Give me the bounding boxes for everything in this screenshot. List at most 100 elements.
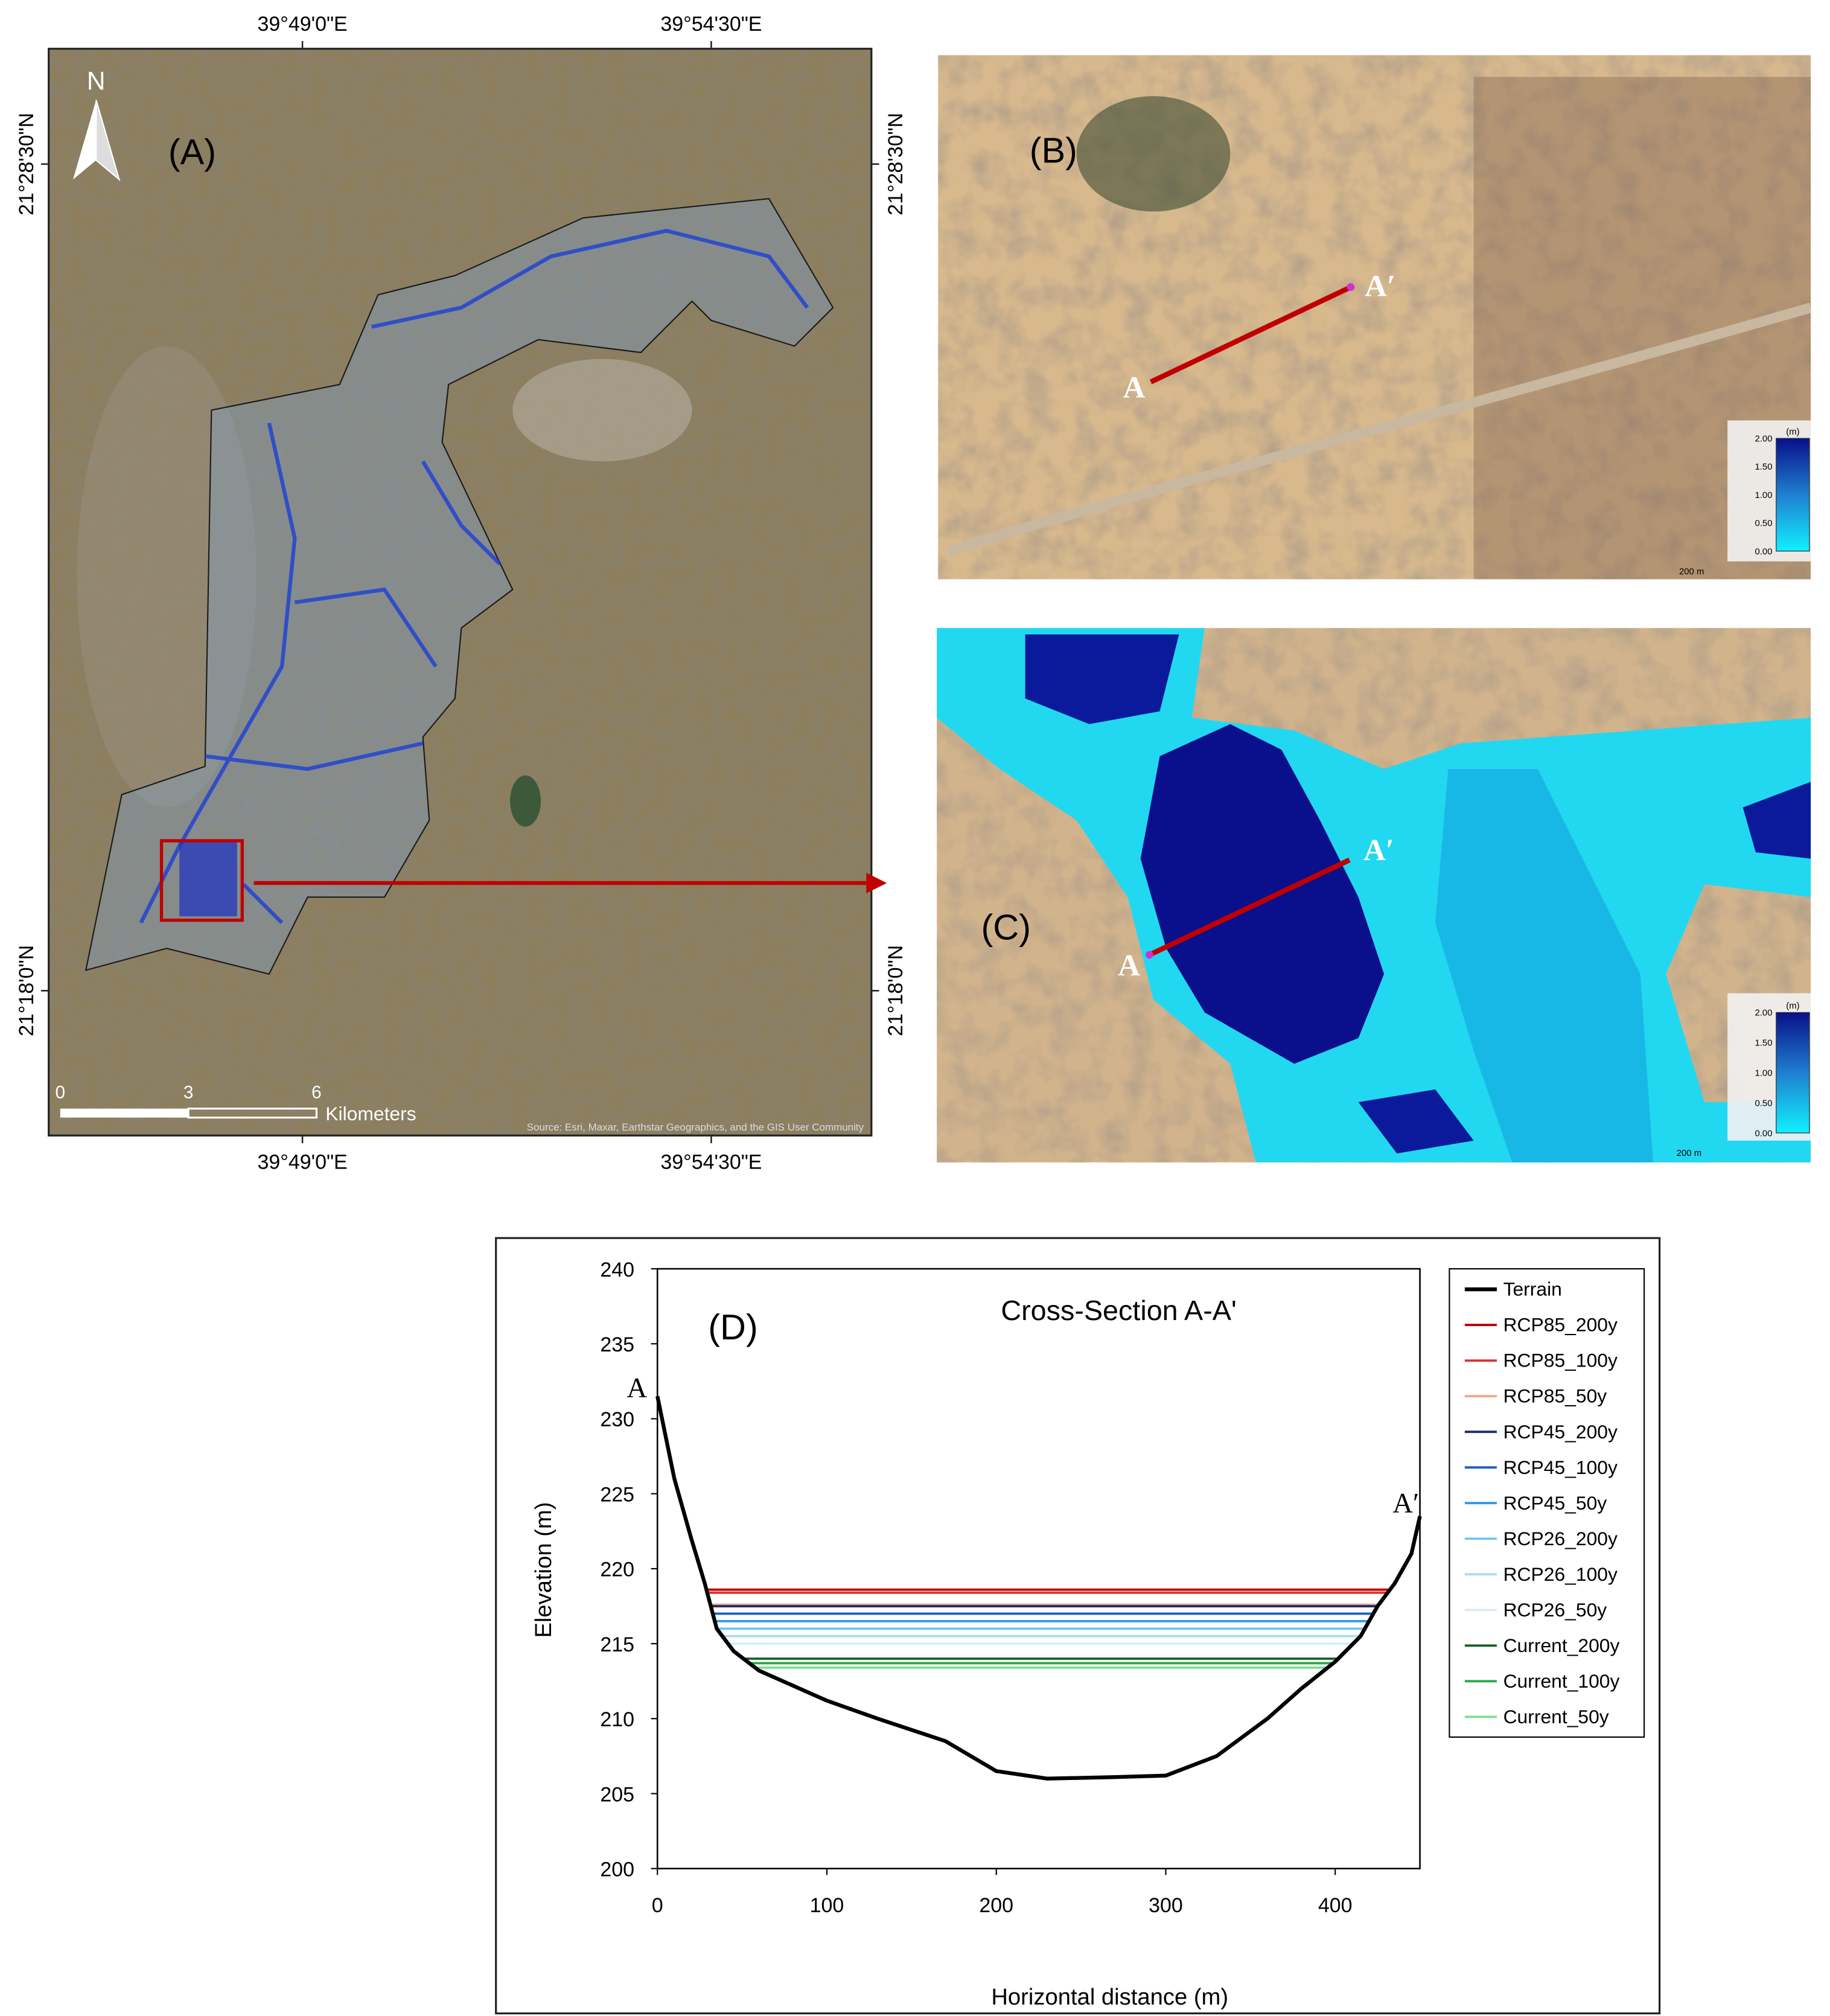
map-frame (48, 48, 873, 1137)
scale-label: 200 m (1679, 567, 1704, 576)
legend-label: Current_100y (1503, 1670, 1620, 1692)
panel-label: (C) (981, 907, 1031, 947)
point-label: A′ (1363, 834, 1394, 867)
scale-bar (187, 1108, 318, 1119)
legend-tick: 0.50 (1755, 1099, 1773, 1108)
north-arrow (95, 100, 121, 182)
x-axis-label: Horizontal distance (m) (991, 1984, 1228, 2010)
section-end (1146, 951, 1153, 959)
legend-tick: 1.00 (1755, 491, 1773, 500)
depth-colorbar (1776, 1012, 1810, 1134)
legend-tick: 2.00 (1755, 1009, 1773, 1018)
series-line (655, 1396, 1422, 1781)
panel-b: (B) A A′ (m) 2.00 1.50 1.00 0.50 0.00 200 m (938, 55, 1811, 579)
legend-unit: (m) (1786, 427, 1799, 437)
scale-tick: 3 (183, 1083, 194, 1103)
scale-tick: 0 (56, 1083, 66, 1103)
latitude-label: 21°28'30"N (884, 113, 907, 215)
latitude-label: 21°18'0"N (884, 945, 907, 1036)
flood-deep (1140, 724, 1385, 1064)
graticule-ticks (40, 41, 879, 1144)
section-line (1149, 284, 1352, 384)
legend-label: Current_200y (1503, 1635, 1620, 1656)
annotation: A′ (1392, 1487, 1419, 1519)
x-tick-label: 300 (1149, 1894, 1183, 1917)
legend-label: RCP45_100y (1503, 1456, 1618, 1478)
longitude-label: 39°54'30"E (660, 1150, 762, 1173)
scale-label: 200 m (1677, 1149, 1701, 1158)
legend-tick: 0.00 (1755, 1129, 1773, 1138)
flood-pond (179, 839, 237, 917)
panel-c: (C) A A′ (m) 2.00 1.50 1.00 0.50 0.00 200 m (937, 628, 1811, 1163)
x-tick-label: 0 (652, 1894, 663, 1917)
latitude-label: 21°28'30"N (15, 113, 38, 215)
north-arrow (73, 100, 97, 180)
flood-deep (1358, 1089, 1474, 1153)
x-tick-label: 400 (1318, 1894, 1353, 1917)
longitude-label: 39°54'30"E (660, 13, 762, 36)
y-tick-label: 235 (600, 1333, 634, 1356)
y-tick-label: 200 (600, 1858, 634, 1881)
legend-label: Terrain (1503, 1278, 1562, 1300)
y-tick-label: 215 (600, 1633, 634, 1656)
scale-unit: Kilometers (325, 1103, 416, 1124)
scale-tick: 6 (311, 1083, 322, 1103)
legend-unit: (m) (1786, 1001, 1799, 1011)
legend-label: RCP45_50y (1503, 1492, 1607, 1514)
flood-deep (1025, 634, 1179, 724)
urban-area (77, 346, 257, 808)
depth-colorbar (1776, 438, 1810, 552)
point-label: A′ (1365, 270, 1395, 304)
scale-bar (60, 1108, 189, 1118)
y-tick-label: 210 (600, 1708, 634, 1731)
y-tick-label: 220 (600, 1558, 634, 1581)
chart-title: Cross-Section A-A' (1001, 1295, 1236, 1326)
x-tick-label: 100 (810, 1894, 844, 1917)
legend-tick: 1.50 (1755, 1039, 1773, 1048)
zoom-arrow-head (866, 872, 887, 893)
legend-label: Current_50y (1503, 1706, 1609, 1727)
attribution: Source: Esri, Maxar, Earthstar Geographi… (527, 1121, 864, 1133)
y-tick-label: 240 (600, 1258, 634, 1281)
legend-label: RCP26_100y (1503, 1563, 1618, 1585)
legend-tick: 0.00 (1755, 547, 1773, 557)
lake (510, 775, 541, 827)
longitude-label: 39°49'0"E (257, 1150, 347, 1173)
section-end (1347, 283, 1355, 292)
legend-tick: 0.50 (1755, 519, 1773, 529)
legend-label: RCP26_200y (1503, 1528, 1618, 1549)
y-tick-label: 205 (600, 1783, 634, 1806)
y-tick-label: 230 (600, 1408, 634, 1431)
legend-tick: 2.00 (1755, 435, 1773, 444)
latitude-label: 21°18'0"N (15, 945, 38, 1036)
y-axis-label: Elevation (m) (531, 1502, 556, 1638)
legend-tick: 1.50 (1755, 462, 1773, 472)
legend-label: RCP85_200y (1503, 1314, 1618, 1336)
legend-label: RCP45_200y (1503, 1421, 1618, 1443)
longitude-label: 39°49'0"E (257, 13, 347, 36)
panel-a: N (A) 0 3 6 Kilometers Source: Esri, Max… (15, 13, 907, 1173)
x-tick-label: 200 (979, 1894, 1013, 1917)
legend-tick: 1.00 (1755, 1069, 1773, 1079)
y-tick-label: 225 (600, 1483, 634, 1506)
legend-label: RCP85_100y (1503, 1350, 1618, 1371)
north-label: N (87, 67, 106, 95)
point-label: A (1123, 371, 1146, 404)
watershed-flood-extent (84, 198, 834, 975)
vegetation (1076, 96, 1231, 212)
flood-channel (1435, 769, 1653, 1163)
annotation: A (626, 1372, 647, 1403)
urban-area (512, 359, 692, 462)
panel-label: (B) (1030, 130, 1077, 171)
panel-label: (D) (708, 1307, 758, 1347)
panel-label: (A) (168, 132, 216, 172)
road (946, 302, 1811, 557)
flood-channels (139, 228, 809, 925)
cross-section-chart: Cross-Section A-A' (D) A A′ Horizontal d… (495, 1237, 1661, 2015)
flood-deep (1742, 782, 1811, 859)
section-line (1148, 857, 1351, 957)
point-label: A (1118, 949, 1140, 983)
legend-label: RCP26_50y (1503, 1599, 1607, 1621)
zoom-box (159, 839, 244, 922)
